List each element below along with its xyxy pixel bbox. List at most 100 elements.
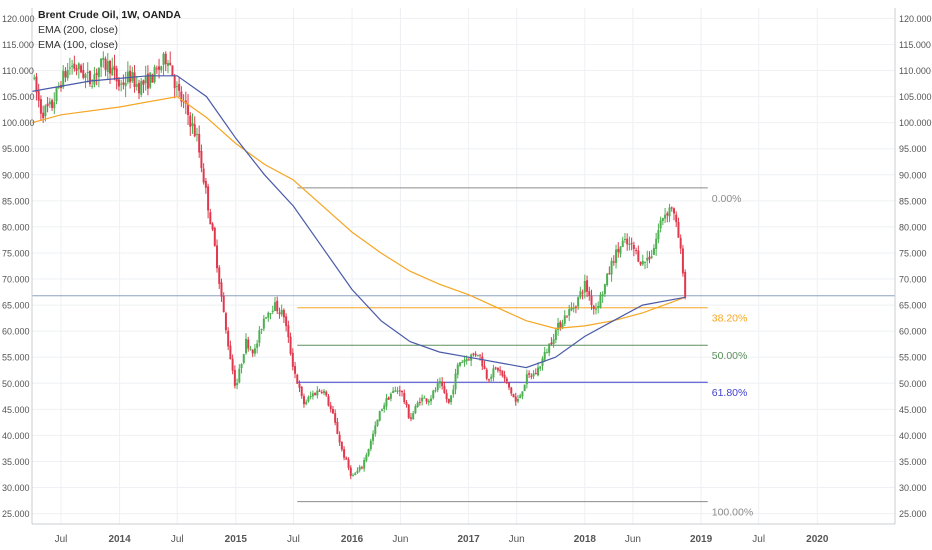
candle-body [532, 373, 535, 377]
candle-body [652, 248, 655, 255]
candle-body [612, 261, 615, 263]
candle-body [44, 105, 47, 117]
candle-body [681, 248, 684, 274]
candle-body [383, 405, 386, 410]
candle-body [189, 115, 192, 127]
candle-body [302, 396, 305, 405]
candle-body [329, 405, 332, 409]
candle-body [84, 74, 87, 79]
candle-body [153, 66, 156, 83]
ema100-line [31, 75, 686, 369]
candle-body [519, 395, 522, 399]
candle-body [97, 67, 100, 77]
candle-body [220, 282, 223, 297]
candle-body [539, 366, 542, 369]
candle-body [229, 345, 232, 360]
candle-body [213, 227, 216, 246]
candle-body [487, 379, 490, 381]
y-tick-label-left: 80.000 [2, 222, 30, 232]
candle-body [187, 104, 190, 115]
candle-body [454, 373, 457, 390]
candle-body [650, 256, 653, 258]
candle-body [340, 442, 343, 450]
candle-body [227, 330, 230, 347]
candle-body [434, 390, 437, 392]
candle-body [62, 70, 65, 88]
candle-body [294, 366, 297, 374]
candle-body [122, 82, 125, 85]
candle-body [601, 294, 604, 297]
candle-body [309, 396, 312, 398]
candle-body [314, 393, 317, 396]
candle-body [236, 382, 239, 386]
candle-body [606, 273, 609, 286]
candle-body [218, 267, 221, 284]
y-tick-label-left: 85.000 [2, 196, 30, 206]
x-tick-label: 2019 [690, 534, 713, 545]
candle-body [68, 67, 71, 69]
candle-body [387, 397, 390, 400]
candle-body [178, 83, 181, 91]
candle-body [244, 338, 247, 354]
y-tick-label-left: 110.000 [2, 66, 34, 76]
candle-body [474, 353, 477, 356]
candle-body [672, 208, 675, 214]
candle-body [628, 243, 631, 245]
candle-body [95, 72, 98, 76]
candle-body [273, 302, 276, 312]
candle-body [111, 67, 114, 76]
candle-body [659, 220, 662, 229]
candle-body [510, 387, 513, 394]
candle-body [124, 82, 127, 87]
candle-body [287, 325, 290, 338]
candle-body [666, 213, 669, 216]
x-tick-label: Jun [509, 534, 525, 545]
x-tick-label: 2020 [806, 534, 829, 545]
candle-body [193, 124, 196, 137]
candle-body [581, 292, 584, 294]
y-tick-label-left: 30.000 [2, 483, 30, 493]
legend-ema100: EMA (100, close) [38, 39, 118, 51]
candle-body [684, 271, 687, 298]
candle-body [311, 393, 314, 397]
candle-body [407, 404, 410, 419]
candle-body [256, 343, 259, 348]
candlestick-series [33, 51, 687, 480]
candle-body [675, 214, 678, 223]
candle-body [516, 398, 519, 402]
candle-body [630, 243, 633, 245]
ema200-line [31, 95, 686, 330]
candle-body [331, 409, 334, 414]
candle-body [380, 409, 383, 411]
candle-body [501, 370, 504, 376]
candle-body [641, 260, 644, 265]
candle-body [394, 390, 397, 392]
candle-body [35, 76, 38, 93]
x-tick-label: 2014 [108, 534, 131, 545]
candle-body [528, 373, 531, 375]
candle-body [327, 396, 330, 406]
candle-body [445, 393, 448, 400]
candle-body [452, 389, 455, 395]
candle-body [490, 376, 493, 379]
y-tick-label-right: 85.000 [899, 196, 927, 206]
candle-body [508, 382, 511, 388]
candle-body [276, 300, 279, 312]
candle-body [499, 369, 502, 372]
candle-body [494, 367, 497, 369]
candle-body [648, 256, 651, 260]
y-tick-label-right: 70.000 [899, 275, 927, 285]
candle-body [222, 296, 225, 312]
candle-body [42, 112, 45, 119]
candle-body [271, 310, 274, 313]
candle-body [200, 150, 203, 169]
candle-body [37, 91, 40, 101]
axes: 25.000 25.000 30.000 30.000 35.000 35.000 40.0… [2, 8, 932, 545]
candle-body [586, 280, 589, 292]
candle-body [505, 378, 508, 382]
candle-body [144, 75, 147, 84]
candle-body [238, 368, 241, 383]
candle-body [86, 72, 89, 74]
candle-body [378, 411, 381, 421]
